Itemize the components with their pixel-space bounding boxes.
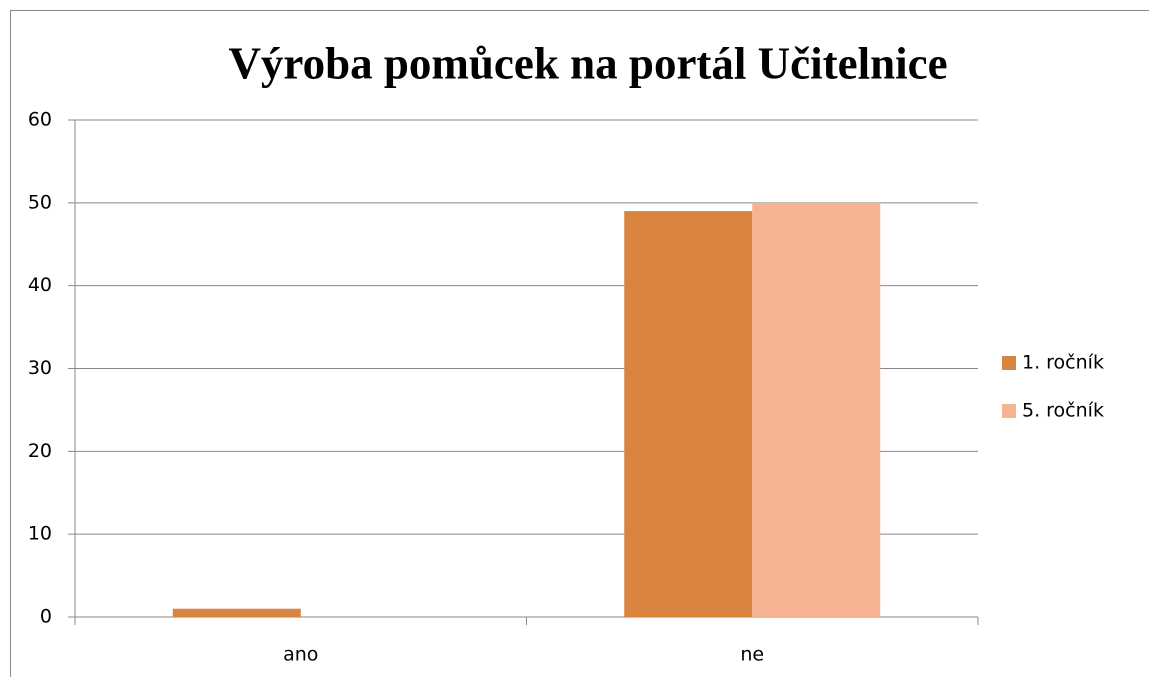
y-tick-label: 30 [28, 357, 52, 379]
y-tick-label: 0 [40, 606, 52, 628]
bar [752, 202, 881, 618]
legend-label: 1. ročník [1022, 352, 1104, 374]
bar [624, 211, 753, 617]
legend-swatch [1002, 356, 1016, 370]
x-tick-label: ano [283, 644, 318, 666]
x-tick-label: ne [740, 644, 764, 666]
legend-label: 5. ročník [1022, 400, 1104, 422]
y-tick-label: 10 [28, 523, 52, 545]
bar [172, 608, 301, 617]
chart-title: Výroba pomůcek na portál Učitelnice [228, 38, 947, 88]
y-tick-label: 60 [28, 109, 52, 131]
legend-swatch [1002, 404, 1016, 418]
chart-frame [10, 10, 1149, 677]
y-tick-label: 20 [28, 440, 52, 462]
y-tick-label: 50 [28, 191, 52, 213]
y-tick-label: 40 [28, 274, 52, 296]
